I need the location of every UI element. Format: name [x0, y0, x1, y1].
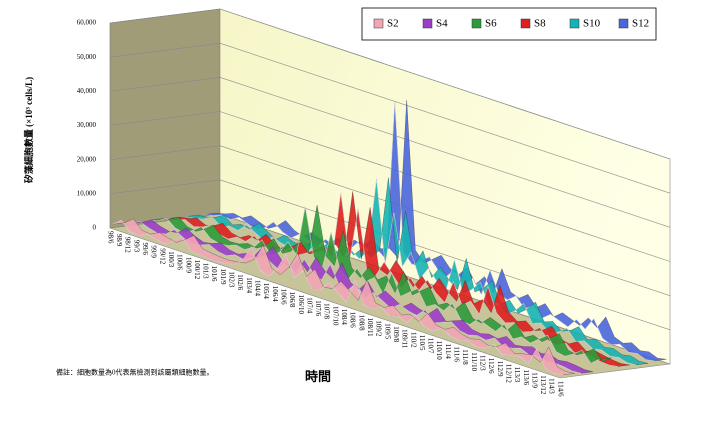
x-tick-label: 112/3: [478, 355, 486, 371]
grid-line: [109, 42, 671, 194]
x-tick-label: 109/11: [401, 329, 409, 349]
x-tick-label: 104/4: [253, 280, 261, 296]
note: 備註：細胞數量為0代表無檢測到該屬類細胞數量。: [56, 368, 214, 377]
x-tick-label: 99/3: [132, 240, 140, 253]
x-tick-label: 111/10: [470, 352, 478, 371]
x-tick-label: 112/9: [496, 361, 504, 377]
series-line: [149, 206, 600, 364]
x-tick-label: 110/10: [435, 341, 443, 361]
x-tick-label: 106/6: [279, 289, 287, 305]
x-tick-label: 112/12: [504, 364, 512, 384]
x-tick-label: 105/4: [262, 283, 270, 299]
x-tick-label: 106/4: [271, 286, 279, 302]
x-tick-label: 102/3: [228, 271, 236, 287]
grid-line: [109, 179, 671, 331]
grid-line: [109, 76, 671, 228]
x-tick-label: 102/6: [236, 274, 244, 290]
legend-swatch: [569, 18, 580, 29]
legend-label: S2: [387, 18, 399, 30]
x-tick-label: 110/5: [418, 335, 426, 351]
x-tick-label: 113/9: [530, 372, 538, 388]
x-tick-label: 100/3: [167, 251, 175, 267]
x-tick-label: 98/6: [106, 231, 114, 244]
x-tick-label: 107/8: [323, 303, 331, 319]
legend-swatch: [422, 18, 433, 29]
series-line: [204, 101, 655, 362]
legend-swatch: [373, 18, 384, 29]
legend-swatch: [520, 18, 531, 29]
legend-label: S6: [485, 18, 497, 30]
series-line: [112, 219, 563, 376]
x-tick-label: 109/2: [375, 320, 383, 336]
x-tick-label: 114/6: [556, 381, 564, 397]
x-tick-label: 111/4: [444, 344, 452, 360]
x-tick-label: 108/8: [357, 315, 365, 331]
legend-label: S4: [436, 18, 448, 30]
x-tick-label: 98/12: [124, 237, 132, 253]
x-tick-label: 113/12: [539, 375, 547, 395]
x-tick-label: 106/10: [297, 295, 305, 315]
x-tick-label: 111/8: [461, 349, 469, 365]
x-tick-label: 108/4: [340, 309, 348, 325]
legend-label: S8: [534, 18, 546, 30]
x-tick-label: 113/6: [522, 370, 530, 386]
x-tick-label: 100/9: [184, 257, 192, 273]
x-tick-label: 109/8: [392, 326, 400, 342]
x-tick-label: 101/3: [202, 263, 210, 279]
legend-swatch: [618, 18, 629, 29]
x-tick-label: 99/6: [141, 243, 149, 256]
y-axis-title: 矽藻細胞數量 (×10³ cells/L): [23, 77, 34, 183]
x-tick-label: 101/9: [219, 269, 227, 285]
x-tick-label: 100/6: [176, 254, 184, 270]
grid-line: [109, 145, 671, 296]
y-tick-label: 0: [93, 224, 97, 232]
x-tick-label: 106/8: [288, 292, 296, 308]
x-tick-label: 114/3: [548, 378, 556, 394]
x-tick-label: 113/3: [513, 367, 521, 383]
y-tick-label: 10,000: [77, 189, 97, 197]
x-tick-label: 101/6: [210, 266, 218, 282]
x-tick-label: 107/6: [314, 300, 322, 316]
x-tick-label: 111/6: [453, 346, 461, 362]
x-tick-label: 98/9: [115, 234, 123, 247]
legend-label: S12: [632, 18, 649, 30]
grid-line: [109, 111, 671, 262]
x-tick-label: 108/11: [366, 318, 374, 338]
x-tick-label: 100/12: [193, 260, 201, 280]
x-tick-label: 110/2: [409, 332, 417, 348]
y-tick-label: 20,000: [77, 155, 97, 163]
legend-box: [361, 7, 657, 41]
y-tick-label: 50,000: [77, 53, 97, 61]
y-tick-label: 60,000: [77, 19, 97, 27]
x-tick-label: 99/9: [150, 245, 158, 258]
x-tick-label: 103/4: [245, 277, 253, 293]
x-tick-label: 109/5: [383, 323, 391, 339]
x-tick-label: 112/6: [487, 358, 495, 374]
x-axis-title: 時間: [305, 369, 331, 384]
x-tick-label: 99/12: [158, 248, 166, 264]
x-tick-label: 110/7: [427, 338, 435, 354]
x-tick-label: 108/6: [349, 312, 357, 328]
legend-label: S10: [583, 18, 601, 30]
grid-line: [109, 8, 671, 160]
x-tick-label: 107/4: [305, 297, 313, 313]
y-tick-label: 30,000: [77, 121, 97, 129]
y-tick-label: 40,000: [77, 87, 97, 95]
x-tick-label: 107/10: [331, 306, 339, 326]
legend-swatch: [471, 18, 482, 29]
